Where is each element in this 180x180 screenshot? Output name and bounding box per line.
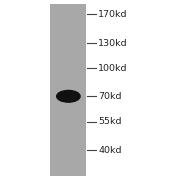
Text: 100kd: 100kd (98, 64, 128, 73)
Text: 170kd: 170kd (98, 10, 128, 19)
Text: 40kd: 40kd (98, 146, 122, 155)
Text: 55kd: 55kd (98, 117, 122, 126)
Bar (50, 4, 86, 176)
Ellipse shape (57, 91, 80, 102)
Text: 70kd: 70kd (98, 92, 122, 101)
Text: 130kd: 130kd (98, 39, 128, 48)
